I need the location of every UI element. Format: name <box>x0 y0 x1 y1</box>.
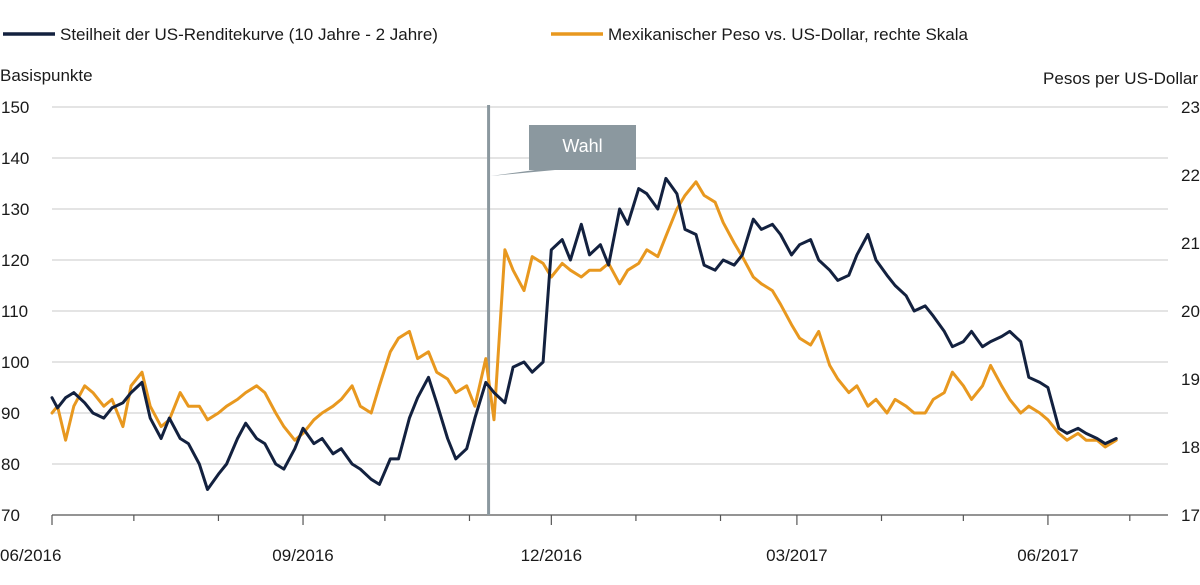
right-tick-label-17: 17 <box>1181 506 1200 525</box>
axes: 70 80 90 100 110 120 130 140 150 17 18 19 20 21 22 23 06… <box>0 98 1200 565</box>
x-tick-label-03/2017: 03/2017 <box>766 546 827 565</box>
right-tick-label-20: 20 <box>1181 302 1200 321</box>
left-tick-label-70: 70 <box>1 506 20 525</box>
election-callout <box>490 125 636 176</box>
election-annotation: Wahl <box>487 105 636 515</box>
right-tick-label-23: 23 <box>1181 98 1200 117</box>
left-tick-label-110: 110 <box>1 302 28 321</box>
right-tick-label-22: 22 <box>1181 166 1200 185</box>
right-axis-title: Pesos per US-Dollar <box>1043 69 1198 88</box>
right-tick-label-18: 18 <box>1181 438 1200 457</box>
series <box>50 176 1118 491</box>
election-callout-label: Wahl <box>562 136 602 156</box>
left-tick-label-100: 100 <box>1 353 29 372</box>
right-tick-label-19: 19 <box>1181 370 1200 389</box>
left-tick-label-140: 140 <box>1 149 29 168</box>
legend-label-peso: Mexikanischer Peso vs. US-Dollar, rechte… <box>608 25 969 44</box>
x-tick-label-09/2016: 09/2016 <box>272 546 333 565</box>
left-tick-label-130: 130 <box>1 200 29 219</box>
left-tick-label-150: 150 <box>1 98 29 117</box>
series-line-peso <box>50 180 1118 449</box>
left-tick-label-120: 120 <box>1 251 29 270</box>
legend-label-yield-curve: Steilheit der US-Renditekurve (10 Jahre … <box>60 25 438 44</box>
left-tick-label-90: 90 <box>1 404 20 423</box>
x-tick-label-06/2017: 06/2017 <box>1017 546 1078 565</box>
series-line-yield-curve <box>50 176 1118 491</box>
legend: Steilheit der US-Renditekurve (10 Jahre … <box>3 25 969 44</box>
left-tick-label-80: 80 <box>1 455 20 474</box>
left-axis-title: Basispunkte <box>0 66 93 85</box>
x-tick-label-06/2016: 06/2016 <box>0 546 61 565</box>
right-tick-label-21: 21 <box>1181 234 1200 253</box>
x-tick-label-12/2016: 12/2016 <box>521 546 582 565</box>
